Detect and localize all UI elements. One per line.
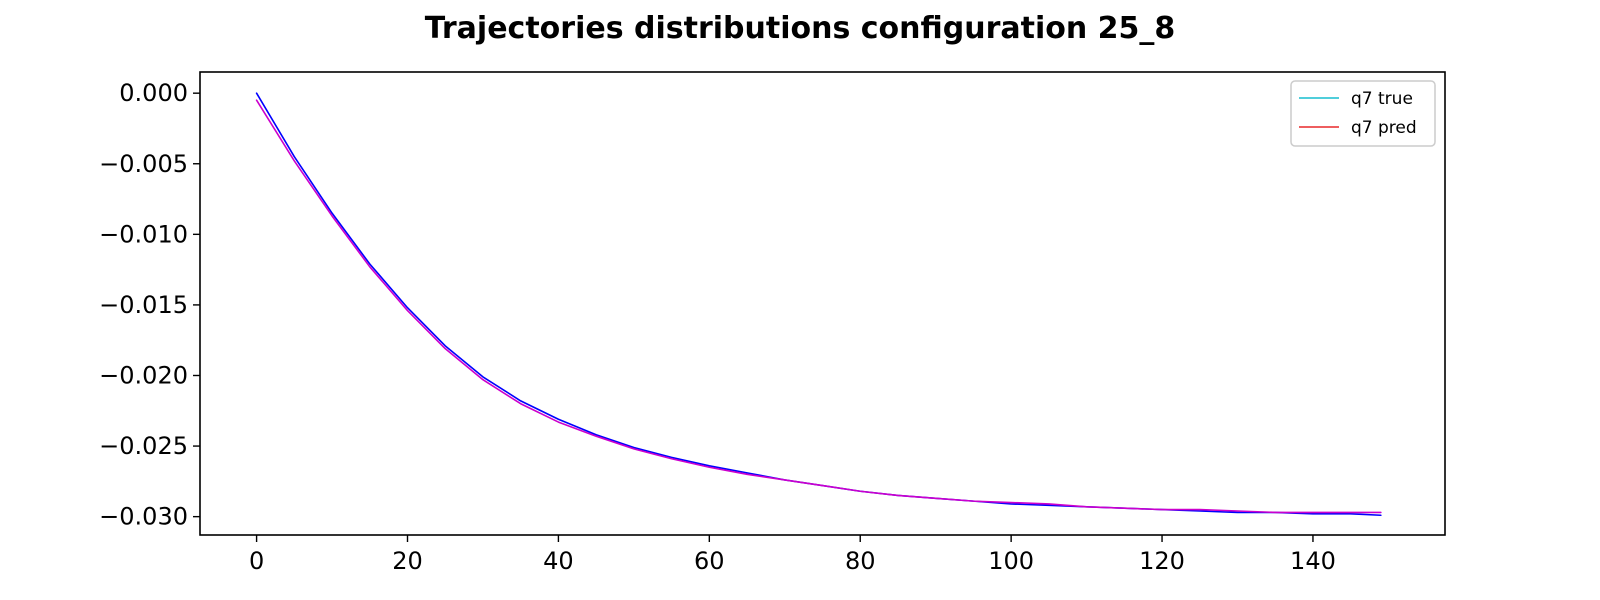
y-tick-label: −0.030	[99, 503, 188, 531]
x-tick-label: 80	[845, 547, 876, 575]
series-line-q7-pred	[255, 99, 1382, 514]
legend-label-q7-true: q7 true	[1351, 89, 1413, 109]
legend-label-q7-pred: q7 pred	[1351, 118, 1417, 138]
y-tick-label: −0.025	[99, 432, 188, 460]
y-tick-label: −0.005	[99, 150, 188, 178]
x-tick-label: 140	[1290, 547, 1336, 575]
x-tick-label: 20	[392, 547, 423, 575]
series-line-q7-true	[255, 92, 1382, 517]
y-tick-label: −0.010	[99, 220, 188, 248]
x-axis: 0 20 40 60 80 100 120 140	[249, 535, 1336, 575]
y-axis: 0.000 −0.005 −0.010 −0.015 −0.020 −0.025 −0.03…	[99, 79, 200, 531]
y-tick-label: −0.020	[99, 361, 188, 389]
x-tick-label: 40	[543, 547, 574, 575]
x-tick-label: 100	[988, 547, 1034, 575]
y-tick-label: −0.015	[99, 291, 188, 319]
x-tick-label: 0	[249, 547, 264, 575]
plot-lines	[255, 92, 1382, 517]
y-tick-label: 0.000	[119, 79, 188, 107]
x-tick-label: 120	[1139, 547, 1185, 575]
legend: q7 true q7 pred	[1290, 80, 1436, 147]
chart-title: Trajectories distributions configuration…	[425, 11, 1176, 46]
plot-frame	[199, 71, 1446, 536]
x-tick-label: 60	[694, 547, 725, 575]
